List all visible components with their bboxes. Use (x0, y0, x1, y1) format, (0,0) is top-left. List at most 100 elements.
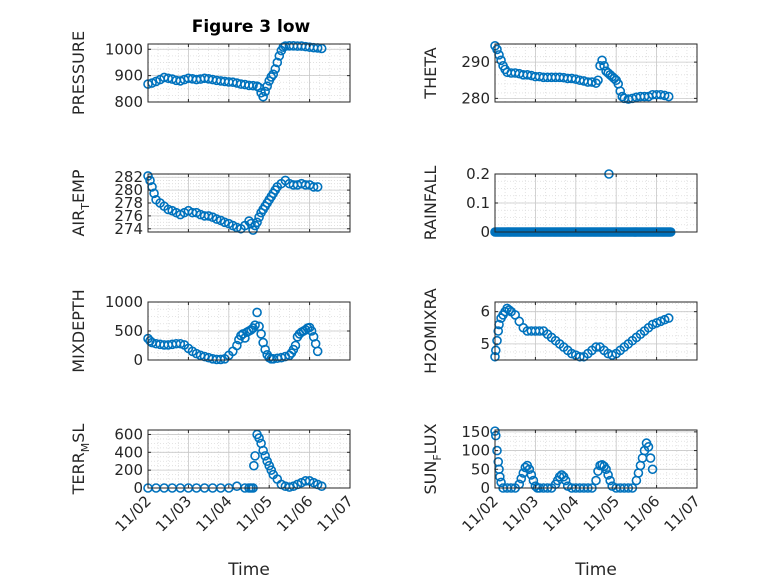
data-series (143, 41, 327, 102)
data-point (591, 342, 601, 352)
axes-box (494, 43, 698, 103)
data-point (603, 470, 613, 480)
data-point (534, 326, 545, 336)
y-tick-label: 100 (461, 442, 490, 460)
y-axis-label: TERRMSL (69, 424, 92, 496)
data-point (615, 86, 626, 96)
y-tick-label: 200 (114, 461, 143, 479)
y-axis-label: AIRTEMP (69, 169, 92, 236)
data-point (645, 453, 656, 463)
data-point (250, 451, 260, 461)
data-series (143, 171, 323, 235)
data-point (262, 81, 272, 91)
data-point (491, 345, 501, 356)
data-point (258, 91, 268, 102)
data-point (663, 91, 674, 102)
y-axis-label: H2OMIXRA (421, 288, 440, 374)
axes-box (494, 301, 698, 361)
data-point (266, 72, 277, 82)
y-tick-label: 5 (480, 335, 490, 353)
data-point (587, 77, 597, 87)
data-point (290, 340, 301, 351)
y-tick-label: 1000 (105, 40, 143, 58)
y-tick-label: 800 (114, 93, 143, 111)
y-tick-label: 50 (471, 460, 490, 478)
data-point (254, 433, 264, 443)
subplot-rainfall: 0 0.1 0.2 RAINFALL (421, 165, 698, 241)
y-tick-label: 400 (114, 443, 143, 461)
y-tick-label: 500 (114, 322, 143, 340)
data-point (495, 471, 505, 482)
x-axis-label: Time (227, 560, 270, 580)
data-point (268, 69, 279, 80)
y-tick-label: 0.1 (466, 194, 490, 212)
data-point (524, 464, 535, 475)
y-tick-label: 0 (133, 479, 143, 497)
data-point (591, 475, 601, 486)
axes-box (147, 43, 351, 103)
data-point (617, 91, 628, 102)
y-axis-label: MIXDEPTH (69, 289, 88, 372)
data-point (258, 445, 268, 456)
data-point (260, 86, 270, 97)
x-tick-label: 11/07 (314, 492, 357, 535)
data-point (516, 473, 527, 484)
subplot-terr-msl: 0200400600TERRMSL11/0211/0311/0411/0511/… (69, 424, 357, 580)
data-point (601, 464, 611, 475)
data-point (599, 60, 609, 71)
data-point (647, 464, 658, 475)
data-point (254, 212, 264, 222)
axes-box (494, 429, 698, 489)
data-point (560, 475, 571, 486)
data-point (496, 477, 506, 488)
data-point (504, 305, 514, 315)
data-point (595, 60, 605, 71)
data-point (306, 326, 317, 336)
x-tick-label: 11/02 (459, 492, 502, 535)
x-tick-label: 11/03 (499, 492, 542, 535)
y-tick-label: 276 (114, 207, 143, 225)
data-point (203, 211, 214, 221)
y-axis-label: RAINFALL (421, 166, 440, 241)
data-point (274, 51, 285, 61)
data-point (260, 344, 270, 355)
data-point (248, 225, 258, 235)
y-axis-label: PRESSURE (69, 31, 88, 115)
data-point (526, 470, 537, 480)
data-point (659, 90, 670, 101)
x-axis-label: Time (574, 560, 617, 580)
figure-title: Figure 3 low (192, 17, 311, 37)
data-point (215, 354, 226, 365)
subplot-mixdepth: 0 500 1000 MIXDEPTH (69, 289, 351, 373)
x-tick-label: 11/04 (192, 492, 235, 535)
x-tick-label: 11/03 (152, 492, 195, 535)
data-point (219, 217, 230, 228)
data-point (240, 333, 250, 343)
y-tick-label: 290 (461, 53, 490, 71)
data-point (284, 482, 295, 492)
data-point (597, 55, 607, 66)
y-tick-label: 1000 (105, 293, 143, 311)
data-point (149, 188, 159, 199)
subplot-pressure: 800 900 1000 PRESSURE (69, 31, 351, 115)
data-point (232, 340, 242, 351)
y-tick-label: 900 (114, 67, 143, 85)
data-point (575, 351, 585, 362)
x-tick-label: 11/04 (539, 492, 582, 535)
y-tick-label: 280 (461, 89, 490, 107)
subplot-sun-flux: 050100150SUNFLUX11/0211/0311/0411/0511/0… (421, 423, 704, 580)
y-tick-label: 280 (114, 181, 143, 199)
data-series (490, 303, 674, 362)
y-tick-label: 274 (114, 220, 143, 238)
data-point (249, 460, 259, 471)
data-point (593, 75, 603, 86)
data-point (496, 55, 506, 66)
data-point (528, 475, 539, 486)
data-point (312, 182, 323, 192)
y-axis-label: THETA (421, 47, 440, 99)
data-point (492, 445, 502, 456)
data-point (175, 338, 186, 349)
data-point (145, 175, 155, 186)
data-point (252, 217, 262, 228)
